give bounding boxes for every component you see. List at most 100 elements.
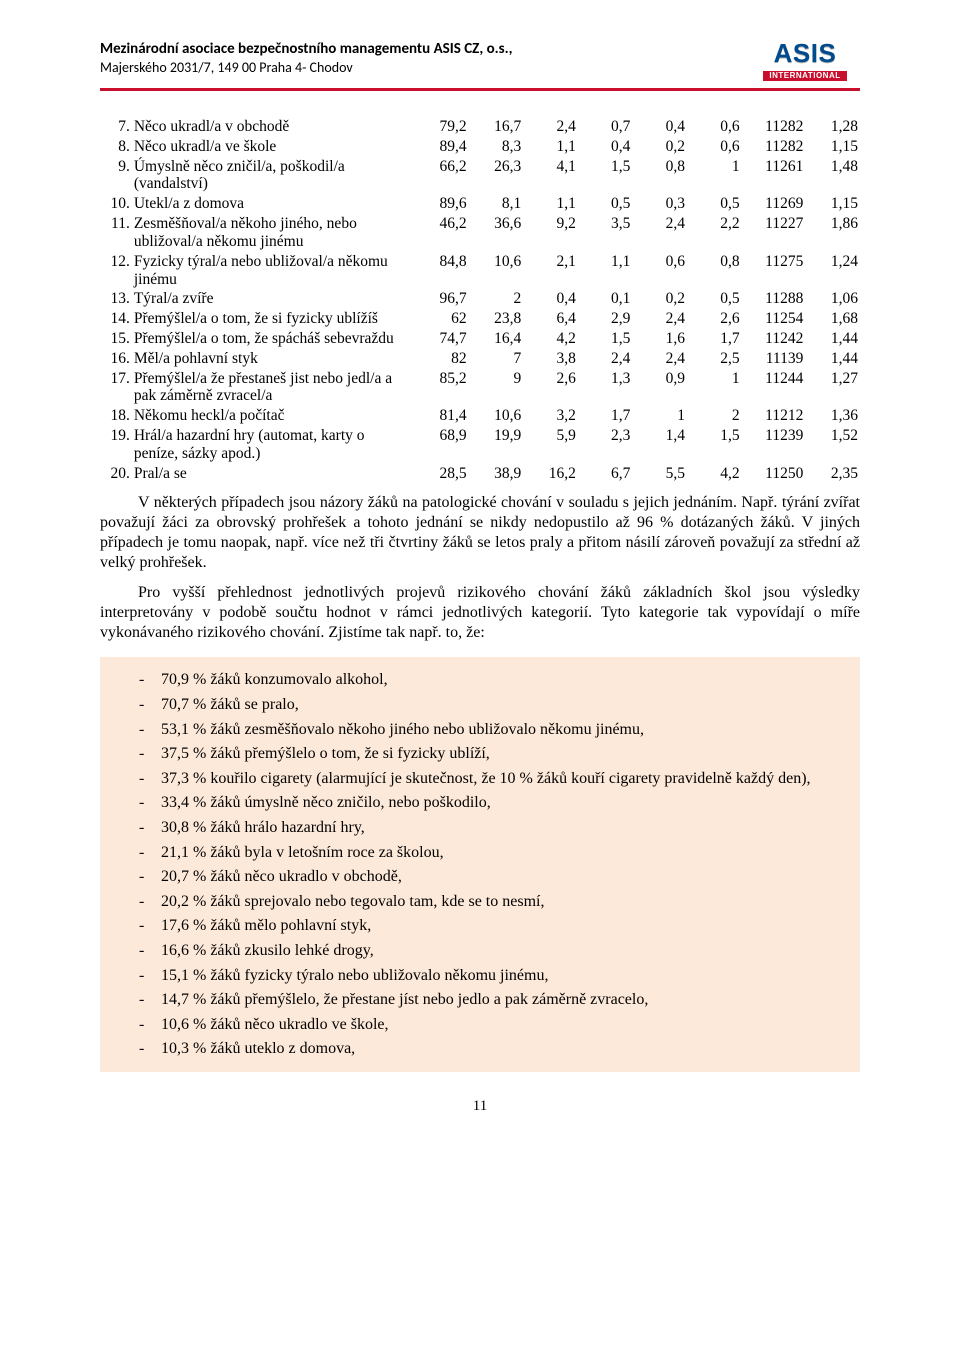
row-value: 2,1 <box>523 252 578 290</box>
bullet-dash: - <box>139 891 161 913</box>
row-value: 2,4 <box>632 214 687 252</box>
bullet-dash: - <box>139 866 161 888</box>
row-value: 1,4 <box>632 426 687 464</box>
logo: ASIS INTERNATIONAL <box>750 40 860 82</box>
row-label: Hrál/a hazardní hry (automat, karty o pe… <box>132 426 414 464</box>
header-text-block: Mezinárodní asociace bezpečnostního mana… <box>100 40 750 76</box>
row-value: 2 <box>687 406 742 426</box>
data-table: 7.Něco ukradl/a v obchodě79,216,72,40,70… <box>100 117 860 483</box>
logo-subtext: INTERNATIONAL <box>763 71 846 81</box>
table-row: 14.Přemýšlel/a o tom, že si fyzicky ublí… <box>100 309 860 329</box>
row-value: 74,7 <box>414 329 469 349</box>
row-index: 20. <box>100 464 132 484</box>
row-value: 2,3 <box>578 426 633 464</box>
row-value: 4,2 <box>687 464 742 484</box>
row-value: 4,2 <box>523 329 578 349</box>
table-row: 17.Přemýšlel/a že přestaneš jist nebo je… <box>100 369 860 407</box>
row-value: 1,86 <box>805 214 860 252</box>
bullet-text: 37,3 % kouřilo cigarety (alarmující je s… <box>161 768 837 790</box>
row-value: 85,2 <box>414 369 469 407</box>
row-value: 6,7 <box>578 464 633 484</box>
row-value: 19,9 <box>469 426 524 464</box>
row-value: 2,2 <box>687 214 742 252</box>
bullet-text: 16,6 % žáků zkusilo lehké drogy, <box>161 940 837 962</box>
row-label: Něco ukradl/a v obchodě <box>132 117 414 137</box>
row-label: Přemýšlel/a že přestaneš jist nebo jedl/… <box>132 369 414 407</box>
row-value: 3,5 <box>578 214 633 252</box>
row-value: 2 <box>469 289 524 309</box>
row-label: Přemýšlel/a o tom, že spácháš sebevraždu <box>132 329 414 349</box>
row-value: 2,9 <box>578 309 633 329</box>
table-row: 15.Přemýšlel/a o tom, že spácháš sebevra… <box>100 329 860 349</box>
row-value: 6,4 <box>523 309 578 329</box>
row-value: 11242 <box>742 329 806 349</box>
row-value: 0,6 <box>687 137 742 157</box>
row-value: 3,8 <box>523 349 578 369</box>
row-value: 2,4 <box>523 117 578 137</box>
row-value: 0,5 <box>687 194 742 214</box>
row-value: 1,5 <box>578 157 633 195</box>
row-value: 79,2 <box>414 117 469 137</box>
bullet-item: -17,6 % žáků mělo pohlavní styk, <box>139 915 837 937</box>
row-value: 1,15 <box>805 137 860 157</box>
row-value: 1,7 <box>687 329 742 349</box>
logo-text: ASIS <box>750 40 860 66</box>
row-value: 36,6 <box>469 214 524 252</box>
bullet-dash: - <box>139 1038 161 1060</box>
row-value: 11250 <box>742 464 806 484</box>
row-value: 1,44 <box>805 349 860 369</box>
bullet-dash: - <box>139 989 161 1011</box>
row-value: 2,4 <box>632 309 687 329</box>
bullet-text: 30,8 % žáků hrálo hazardní hry, <box>161 817 837 839</box>
row-value: 5,5 <box>632 464 687 484</box>
bullet-item: -15,1 % žáků fyzicky týralo nebo ubližov… <box>139 965 837 987</box>
row-value: 16,4 <box>469 329 524 349</box>
table-row: 18.Někomu heckl/a počítač81,410,63,21,71… <box>100 406 860 426</box>
row-value: 11244 <box>742 369 806 407</box>
row-value: 11288 <box>742 289 806 309</box>
row-value: 0,8 <box>687 252 742 290</box>
row-index: 7. <box>100 117 132 137</box>
row-value: 1,6 <box>632 329 687 349</box>
bullet-text: 53,1 % žáků zesměšňovalo někoho jiného n… <box>161 719 837 741</box>
bullet-dash: - <box>139 817 161 839</box>
row-value: 1,5 <box>578 329 633 349</box>
row-value: 96,7 <box>414 289 469 309</box>
row-value: 0,2 <box>632 137 687 157</box>
row-value: 11275 <box>742 252 806 290</box>
row-value: 11282 <box>742 137 806 157</box>
row-label: Měl/a pohlavní styk <box>132 349 414 369</box>
bullet-text: 33,4 % žáků úmyslně něco zničilo, nebo p… <box>161 792 837 814</box>
bullet-dash: - <box>139 940 161 962</box>
bullet-text: 20,2 % žáků sprejovalo nebo tegovalo tam… <box>161 891 837 913</box>
row-value: 0,1 <box>578 289 633 309</box>
bullet-text: 15,1 % žáků fyzicky týralo nebo ubližova… <box>161 965 837 987</box>
row-value: 8,3 <box>469 137 524 157</box>
row-value: 2,5 <box>687 349 742 369</box>
row-value: 1,44 <box>805 329 860 349</box>
highlight-box: -70,9 % žáků konzumovalo alkohol,-70,7 %… <box>100 657 860 1072</box>
row-label: Někomu heckl/a počítač <box>132 406 414 426</box>
bullet-dash: - <box>139 965 161 987</box>
row-value: 0,7 <box>578 117 633 137</box>
row-value: 0,4 <box>523 289 578 309</box>
row-value: 1 <box>687 157 742 195</box>
row-value: 2,4 <box>632 349 687 369</box>
bullet-item: -14,7 % žáků přemýšlelo, že přestane jís… <box>139 989 837 1011</box>
row-label: Přemýšlel/a o tom, že si fyzicky ublížíš <box>132 309 414 329</box>
bullet-dash: - <box>139 743 161 765</box>
row-value: 1,5 <box>687 426 742 464</box>
bullet-item: -30,8 % žáků hrálo hazardní hry, <box>139 817 837 839</box>
row-value: 82 <box>414 349 469 369</box>
table-row: 12.Fyzicky týral/a nebo ubližoval/a něko… <box>100 252 860 290</box>
row-index: 17. <box>100 369 132 407</box>
row-label: Úmyslně něco zničil/a, poškodil/a (vanda… <box>132 157 414 195</box>
row-value: 81,4 <box>414 406 469 426</box>
row-label: Týral/a zvíře <box>132 289 414 309</box>
row-value: 10,6 <box>469 406 524 426</box>
bullet-dash: - <box>139 1014 161 1036</box>
table-row: 8.Něco ukradl/a ve škole89,48,31,10,40,2… <box>100 137 860 157</box>
row-index: 9. <box>100 157 132 195</box>
row-value: 23,8 <box>469 309 524 329</box>
row-index: 18. <box>100 406 132 426</box>
